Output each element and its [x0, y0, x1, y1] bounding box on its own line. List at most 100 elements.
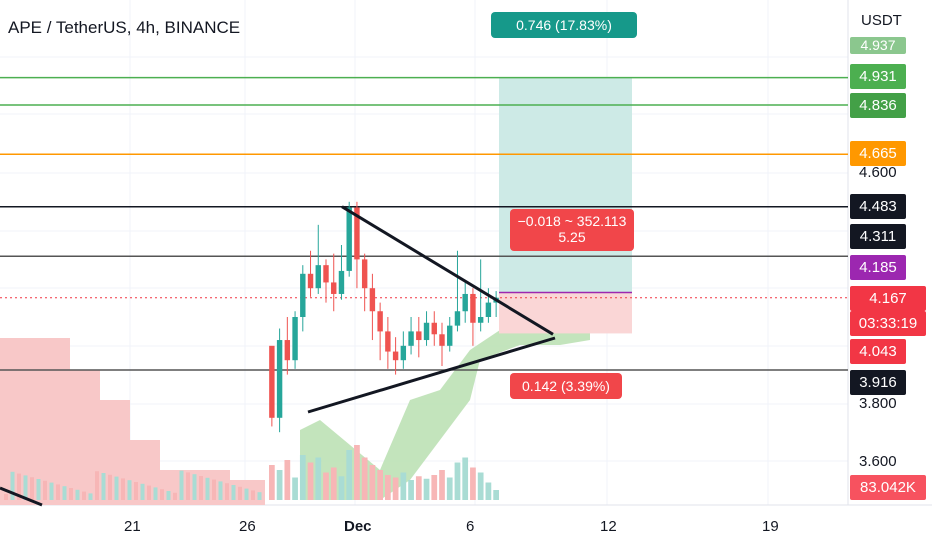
triangle-upper-line	[341, 205, 554, 336]
symbol-title: APE / TetherUS, 4h, BINANCE	[8, 18, 241, 37]
volume-bar-8	[330, 467, 337, 500]
volume-bar-0	[269, 465, 275, 500]
volume-bar-early-22	[147, 485, 151, 500]
price-badge-black-1: 4.483	[850, 194, 906, 219]
volume-bar-early-35	[231, 485, 236, 500]
target-annotation[interactable]: 0.746 (17.83%) 1262.68	[491, 12, 637, 59]
price-badge-orange: 4.665	[850, 141, 906, 166]
volume-bar-13	[369, 465, 376, 500]
volume-bar-early-28	[186, 472, 190, 500]
candle-body-1	[276, 340, 283, 418]
volume-bar-early-7	[49, 482, 54, 500]
stop-annotation[interactable]: 0.142 (3.39%) 950	[510, 373, 622, 420]
candle-body-21	[431, 322, 437, 335]
volume-bar-early-11	[75, 489, 80, 500]
volume-bar-15	[385, 475, 391, 500]
volume-badge: 83.042K	[850, 475, 926, 500]
price-badge-4836: 4.836	[850, 93, 906, 118]
candle-body-27	[477, 317, 484, 323]
volume-bar-early-3	[23, 475, 28, 500]
candle-body-13	[369, 288, 376, 312]
volume-bar-early-33	[218, 481, 223, 500]
volume-bar-early-16	[108, 474, 112, 500]
volume-bar-early-12	[82, 491, 86, 500]
price-badge-tp: 4.931	[850, 64, 906, 89]
volume-bar-early-26	[173, 492, 177, 500]
candle-body-19	[416, 331, 422, 341]
price-badge-purple: 4.185	[850, 255, 906, 280]
price-badge-stop: 4.043	[850, 339, 906, 364]
candle-body-17	[400, 345, 407, 361]
volume-bar-23	[446, 477, 453, 500]
risk-reward-line1: −0.018 ~ 352.113	[517, 213, 627, 229]
volume-bar-27	[477, 472, 484, 500]
candle-body-2	[284, 340, 291, 361]
target-zone	[499, 77, 632, 293]
candle-body-25	[462, 293, 468, 312]
volume-bar-5	[307, 462, 314, 500]
volume-bar-early-8	[56, 484, 60, 500]
volume-bar-early-17	[114, 476, 119, 500]
volume-bar-early-21	[140, 483, 145, 500]
time-label-12: 12	[600, 518, 617, 535]
volume-bar-early-24	[160, 489, 164, 500]
time-label-6: 6	[466, 518, 475, 535]
candle-body-28	[485, 302, 492, 317]
volume-bar-10	[346, 450, 353, 500]
currency-label: USDT	[861, 12, 902, 29]
stop-zone	[499, 292, 632, 334]
volume-bar-4	[299, 455, 306, 500]
volume-bar-1	[276, 470, 283, 500]
candle-body-14	[377, 311, 383, 332]
volume-bar-18	[408, 480, 414, 500]
volume-bar-early-19	[127, 480, 132, 500]
cloud-red	[0, 338, 265, 505]
volume-bar-early-30	[199, 476, 203, 500]
candle-body-0	[269, 345, 275, 418]
candle-body-24	[454, 311, 461, 326]
volume-bar-6	[315, 457, 322, 500]
candle-body-20	[423, 322, 430, 341]
volume-bar-26	[470, 467, 476, 500]
volume-bar-early-39	[257, 492, 262, 500]
volume-bar-early-27	[179, 470, 184, 500]
volume-bar-7	[323, 472, 329, 500]
volume-bar-25	[462, 457, 469, 500]
time-label-dec: Dec	[344, 518, 372, 535]
volume-bar-early-18	[121, 478, 125, 500]
candle-body-16	[392, 351, 399, 361]
volume-bar-12	[361, 457, 368, 500]
volume-bar-early-0	[4, 494, 8, 500]
candle-body-18	[408, 331, 414, 346]
candle-body-26	[470, 293, 476, 323]
candle-body-7	[323, 265, 329, 283]
time-label-21: 21	[124, 518, 141, 535]
candle-body-23	[447, 325, 453, 346]
candle-body-15	[385, 331, 391, 352]
price-label-3800: 3.800	[859, 395, 897, 412]
volume-bar-16	[392, 477, 399, 500]
price-badge-countdown: 03:33:19	[850, 311, 926, 336]
risk-reward-line2: 5.25	[558, 229, 586, 245]
volume-bar-19	[415, 476, 422, 500]
volume-bar-early-31	[205, 477, 210, 500]
price-badge-last: 4.167	[850, 286, 926, 311]
volume-bar-early-25	[166, 491, 171, 500]
volume-bar-21	[431, 475, 438, 500]
risk-reward-annotation[interactable]: −0.018 ~ 352.113 5.25	[510, 209, 634, 251]
volume-bar-early-6	[43, 480, 47, 500]
volume-bar-early-34	[225, 483, 229, 500]
volume-bar-28	[485, 482, 492, 500]
volume-bar-24	[454, 462, 461, 500]
volume-bar-early-5	[36, 479, 41, 500]
price-badge-black-2: 4.311	[850, 224, 906, 249]
price-label-4600: 4.600	[859, 164, 897, 181]
volume-bar-early-29	[192, 474, 197, 500]
volume-bar-early-4	[30, 477, 34, 500]
volume-bar-early-32	[212, 479, 216, 500]
volume-bar-early-36	[238, 486, 242, 500]
candle-body-6	[315, 265, 321, 289]
triangle-lower-line	[307, 336, 556, 414]
volume-bar-early-14	[95, 471, 99, 500]
